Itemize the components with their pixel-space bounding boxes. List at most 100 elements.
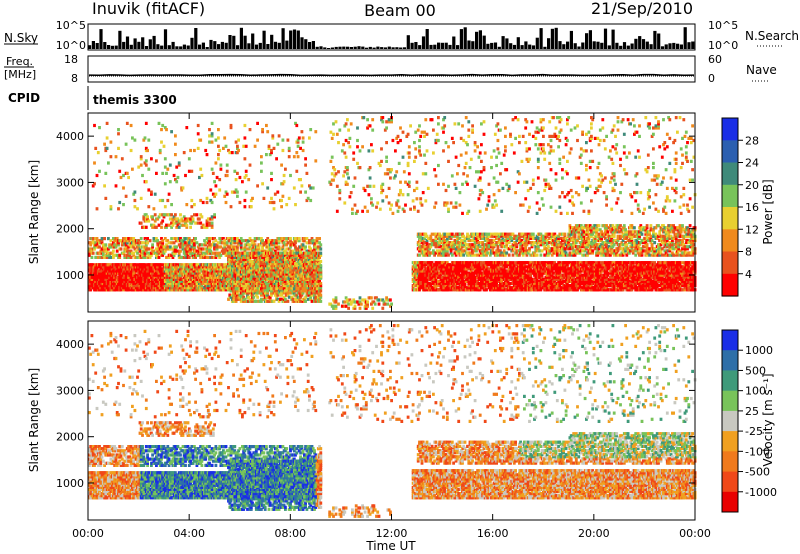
nsky-bar [92,41,95,49]
nsky-bar [676,44,679,49]
nsky-bar [319,46,322,49]
nsky-bar [263,31,266,49]
nsky-bar [289,31,292,50]
nsearch-tick-bottom: 10^0 [708,39,738,52]
nsky-bar [380,47,383,49]
nsky-bar [96,43,99,49]
nsky-bar [399,48,402,50]
nsky-bar [327,48,330,49]
nsky-panel: N.Sky 10^5 10^0 10^5 10^0 N.Search [4,19,799,52]
nsky-bar [217,44,220,49]
nsky-bar [558,41,561,49]
nsky-bar [418,45,421,49]
nsky-bar [209,40,212,49]
nsky-bar [509,43,512,49]
nsky-bar [198,45,201,49]
nsky-bar [304,39,307,49]
radar-summary-figure: Inuvik (fitACF) Beam 00 21/Sep/2010 N.Sk… [0,0,800,554]
nsky-bar [593,41,596,49]
nsky-bar [172,42,175,49]
nsky-bar [190,38,193,49]
freq-label-top: Freq. [6,55,33,68]
nsky-bar [502,36,505,49]
nsky-tick-bottom: 10^0 [56,39,86,52]
nsky-bar [551,29,554,49]
freq-tick-bottom: 8 [71,72,78,85]
nsky-bar [642,39,645,49]
nsky-bar [570,31,573,49]
nsky-bar [153,36,156,49]
nsky-bar [160,46,163,49]
nsky-bar [244,36,247,49]
nsky-bar [395,47,398,49]
nsky-bar [156,44,159,49]
nsky-bar [357,46,360,49]
nsky-bar [581,43,584,50]
nsky-bar [429,45,432,49]
nsky-bar [521,45,524,49]
nsky-bar [627,46,630,49]
nsky-bar [414,42,417,49]
nsky-bar [251,34,254,50]
nsky-bar [562,44,565,49]
nave-tick-top: 60 [708,53,722,66]
nsky-bar [543,47,546,49]
nsky-bar [384,47,387,49]
nsky-bar [517,37,520,49]
nsky-bar [600,43,603,49]
nsky-bar [274,42,277,49]
nsky-bar [365,48,368,49]
nsky-bar [187,46,190,50]
nsky-bar [604,29,607,49]
nsky-bar [547,38,550,49]
nsky-bar [282,28,285,49]
nsky-bar [532,45,535,49]
nsky-bar [684,27,687,49]
nsky-bar [657,34,660,50]
nsky-bar [278,43,281,49]
nsky-bar [149,39,152,49]
nsky-bar [422,36,425,49]
nsky-bar [623,42,626,49]
nsky-bar [346,47,349,49]
freq-tick-top: 18 [64,53,78,66]
nsky-bar [486,44,489,49]
power-panel: 1000200030004000 Slant Range [km] 481216… [27,113,775,312]
nsky-bar [247,43,250,49]
nsky-bar [285,41,288,49]
nsky-bar [115,46,118,49]
nsky-bar [134,38,137,49]
nsky-bar [528,45,531,49]
cpid-label: CPID [8,91,40,105]
nsky-bar [661,46,664,49]
nsky-bar [471,41,474,49]
nsky-bar [691,42,694,50]
nsky-bar [650,44,653,49]
nsky-bar [373,48,376,49]
nsky-bar [680,45,683,50]
echo-cell [160,263,163,266]
nsky-bar [270,35,273,49]
nsky-bar [118,31,121,49]
nsky-bar [540,28,543,49]
nsky-label: N.Sky [4,31,38,45]
nsearch-label: N.Search [745,29,799,43]
nsky-bar [335,47,338,49]
freq-trace [89,75,694,76]
nsky-bar [354,47,357,49]
date-title: 21/Sep/2010 [591,0,693,18]
nsky-bar [577,47,580,50]
nsky-bar [498,47,501,49]
nsky-bar [221,42,224,49]
nsky-bar [297,31,300,50]
nsky-bar [361,47,364,49]
nsky-bar [168,45,171,49]
nsky-bar [483,36,486,49]
nsky-bar [323,47,326,49]
nsky-bar [179,46,182,49]
nsky-bar [175,46,178,49]
nsky-bar [634,39,637,49]
nsky-bar [653,31,656,49]
nsky-bar [300,37,303,49]
nsky-bar [232,36,235,49]
